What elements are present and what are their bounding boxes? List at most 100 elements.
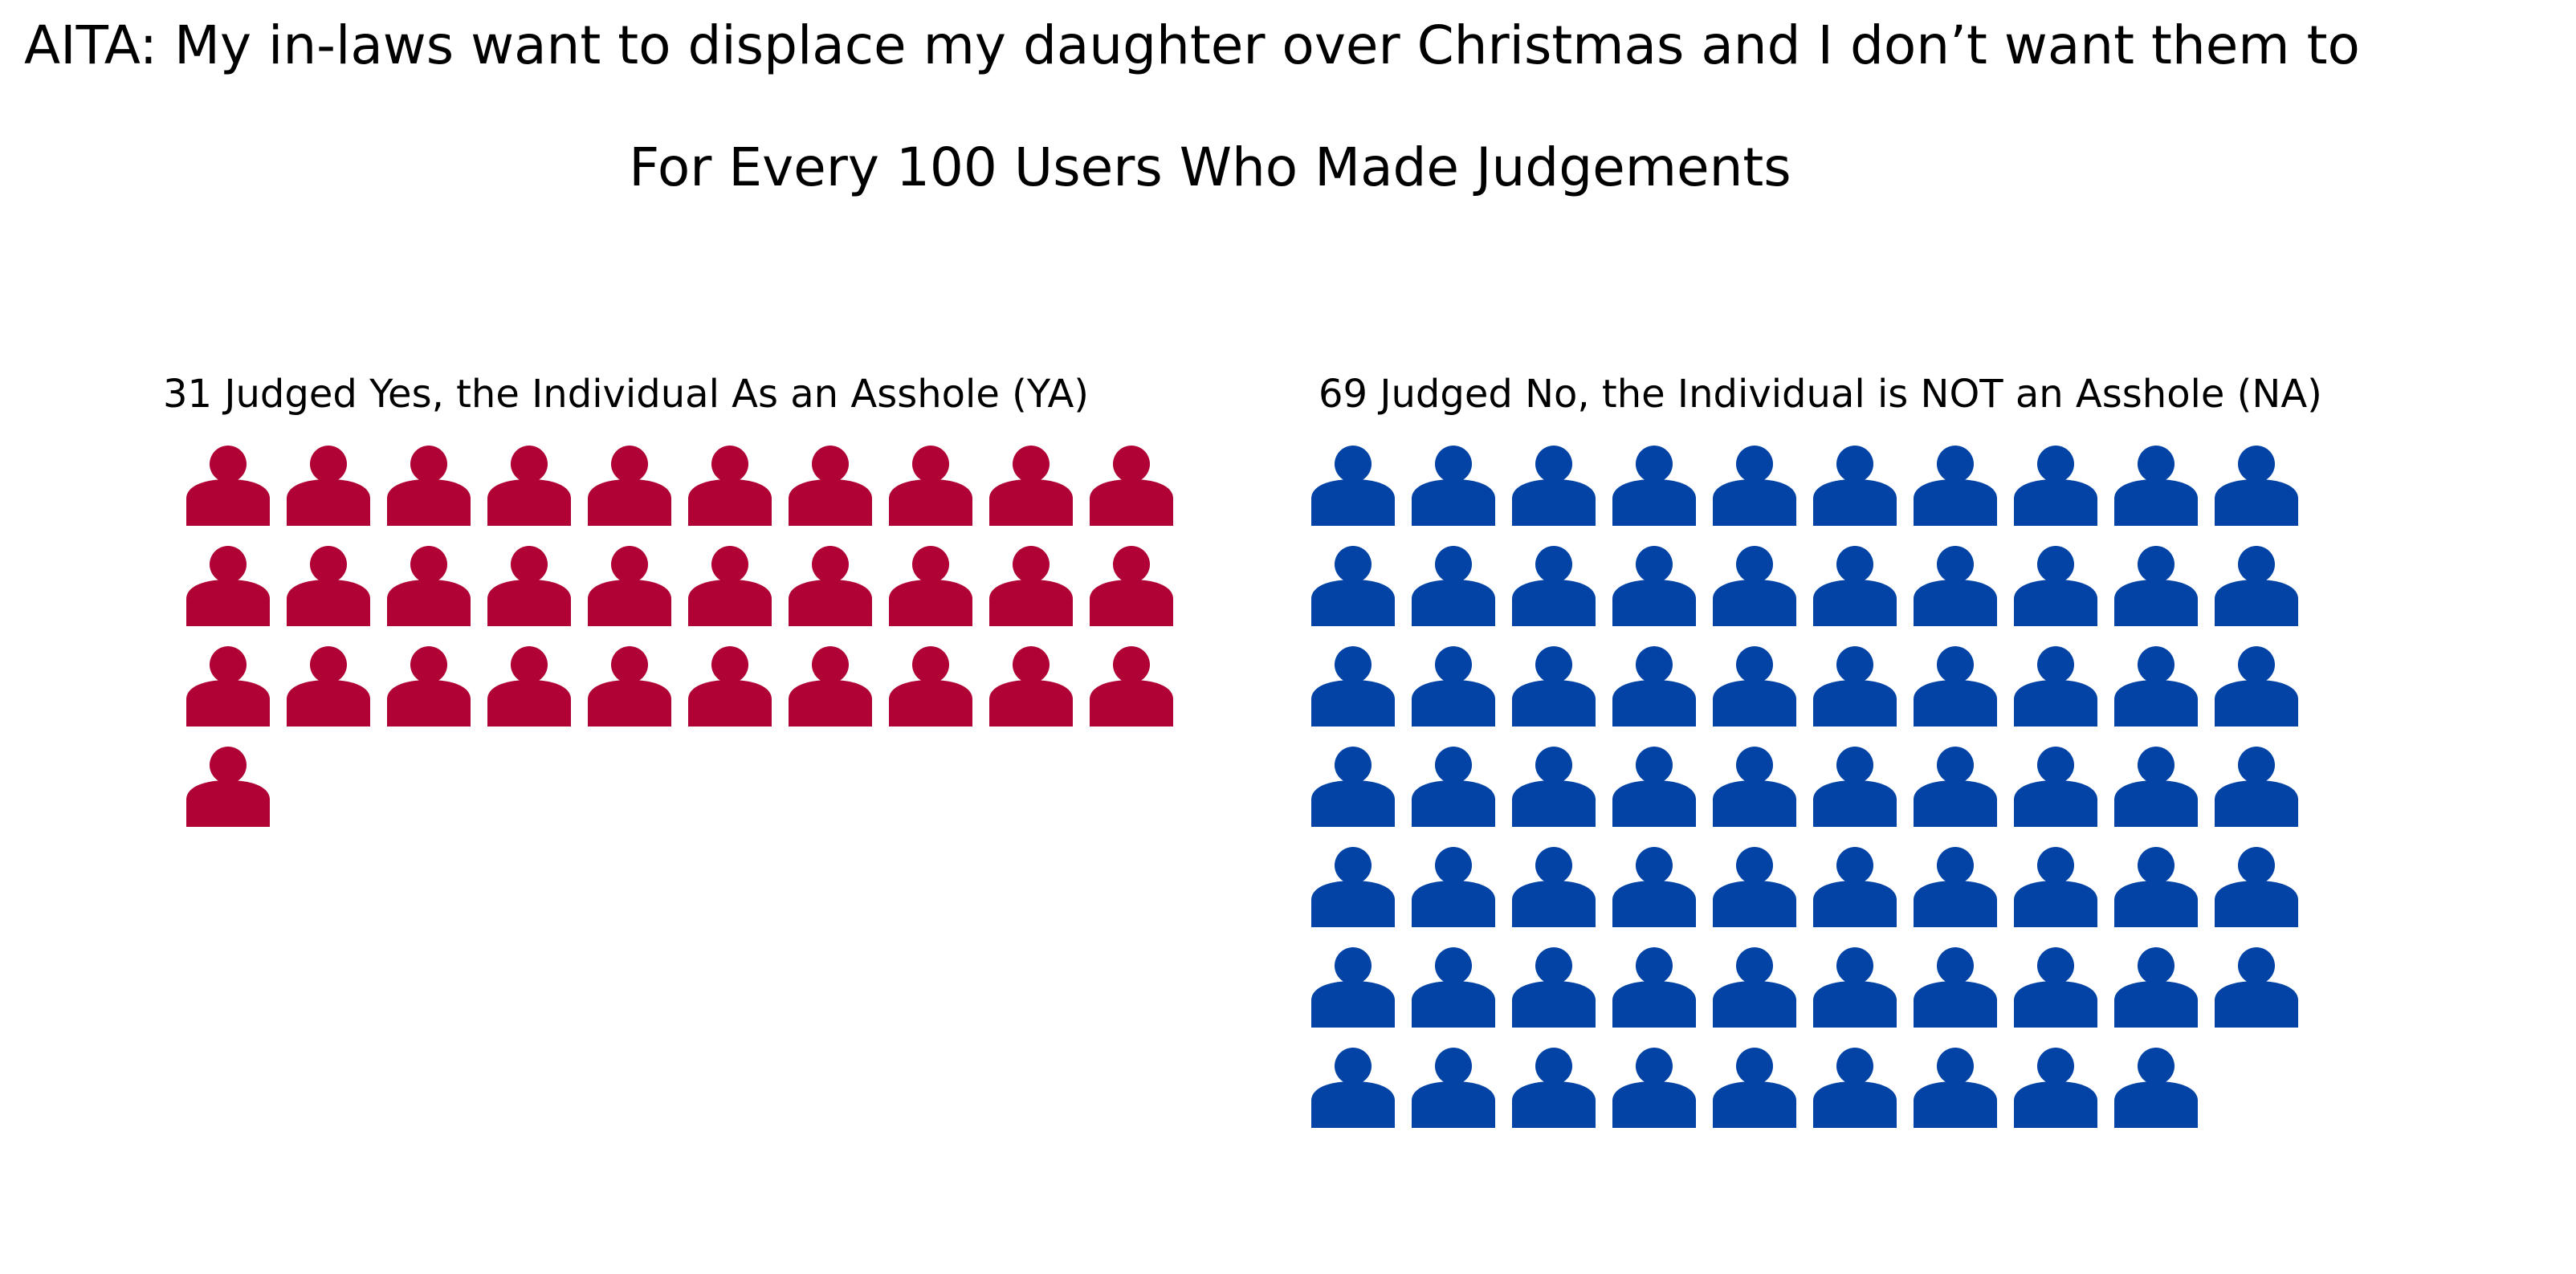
na-person-icon xyxy=(1813,446,1897,526)
na-person-icon xyxy=(2014,446,2097,526)
ya-person-icon xyxy=(1090,546,1173,626)
na-person-icon xyxy=(2014,546,2097,626)
na-person-icon xyxy=(1412,947,1495,1028)
na-person-icon xyxy=(1914,847,1997,927)
na-person-icon xyxy=(1713,847,1796,927)
ya-person-icon xyxy=(186,446,270,526)
na-person-icon xyxy=(2114,847,2198,927)
na-person-icon xyxy=(2114,747,2198,827)
na-person-icon xyxy=(1311,546,1395,626)
na-person-icon xyxy=(1612,546,1696,626)
na-person-icon xyxy=(2215,847,2298,927)
na-person-icon xyxy=(1813,546,1897,626)
ya-person-icon xyxy=(1090,646,1173,727)
ya-person-icon xyxy=(688,646,772,727)
ya-person-icon xyxy=(588,546,671,626)
na-person-icon xyxy=(1813,646,1897,727)
na-person-icon xyxy=(2014,947,2097,1028)
na-person-icon xyxy=(1412,747,1495,827)
na-person-icon xyxy=(1914,446,1997,526)
na-person-icon xyxy=(2215,446,2298,526)
ya-person-icon xyxy=(588,646,671,727)
ya-person-icon xyxy=(287,646,370,727)
ya-person-icon xyxy=(287,446,370,526)
na-person-icon xyxy=(1512,847,1596,927)
na-person-icon xyxy=(1914,747,1997,827)
na-person-icon xyxy=(1311,446,1395,526)
na-person-icon xyxy=(1914,646,1997,727)
na-person-icon xyxy=(1612,747,1696,827)
ya-person-icon xyxy=(387,446,471,526)
ya-person-icon xyxy=(186,646,270,727)
na-person-icon xyxy=(1412,446,1495,526)
na-person-icon xyxy=(1713,1048,1796,1128)
na-person-icon xyxy=(1813,847,1897,927)
na-person-icon xyxy=(1412,1048,1495,1128)
na-person-icon xyxy=(1412,546,1495,626)
ya-person-icon xyxy=(989,546,1073,626)
ya-person-icon xyxy=(588,446,671,526)
ya-person-icon xyxy=(186,747,270,827)
ya-person-icon xyxy=(487,446,571,526)
na-person-icon xyxy=(1914,546,1997,626)
ya-person-icon xyxy=(387,546,471,626)
na-person-icon xyxy=(1311,1048,1395,1128)
ya-person-icon xyxy=(487,546,571,626)
na-person-icon xyxy=(1713,646,1796,727)
na-person-icon xyxy=(2114,947,2198,1028)
ya-person-icon xyxy=(789,546,872,626)
na-person-icon xyxy=(2114,1048,2198,1128)
na-person-icon xyxy=(1512,446,1596,526)
na-person-icon xyxy=(1713,446,1796,526)
na-person-icon xyxy=(1612,1048,1696,1128)
ya-person-icon xyxy=(487,646,571,727)
ya-person-icon xyxy=(989,446,1073,526)
na-person-icon xyxy=(1813,747,1897,827)
ya-person-icon xyxy=(688,546,772,626)
na-person-icon xyxy=(1914,1048,1997,1128)
ya-person-icon xyxy=(387,646,471,727)
na-person-icon xyxy=(2114,646,2198,727)
na-person-icon xyxy=(1612,847,1696,927)
ya-person-icon xyxy=(1090,446,1173,526)
na-person-icon xyxy=(1512,546,1596,626)
na-person-icon xyxy=(1813,947,1897,1028)
ya-person-icon xyxy=(789,646,872,727)
na-person-icon xyxy=(1512,646,1596,727)
na-person-icon xyxy=(1512,1048,1596,1128)
ya-group-label: 31 Judged Yes, the Individual As an Assh… xyxy=(163,372,1090,417)
ya-person-icon xyxy=(889,446,972,526)
na-person-icon xyxy=(1612,947,1696,1028)
ya-person-icon xyxy=(889,646,972,727)
na-person-icon xyxy=(2215,947,2298,1028)
na-person-icon xyxy=(2114,446,2198,526)
na-group-label: 69 Judged No, the Individual is NOT an A… xyxy=(1319,372,2322,417)
na-person-icon xyxy=(2114,546,2198,626)
na-person-icon xyxy=(2014,847,2097,927)
na-person-icon xyxy=(1813,1048,1897,1128)
ya-person-icon xyxy=(889,546,972,626)
na-person-icon xyxy=(2215,546,2298,626)
na-person-icon xyxy=(1311,747,1395,827)
na-person-icon xyxy=(1412,847,1495,927)
na-person-icon xyxy=(1512,947,1596,1028)
na-person-icon xyxy=(1612,446,1696,526)
na-person-icon xyxy=(2014,1048,2097,1128)
na-person-icon xyxy=(2215,747,2298,827)
na-person-icon xyxy=(2014,747,2097,827)
na-person-icon xyxy=(2215,646,2298,727)
na-person-icon xyxy=(1713,947,1796,1028)
na-person-icon xyxy=(2014,646,2097,727)
chart-title: AITA: My in-laws want to displace my dau… xyxy=(24,14,2360,76)
na-person-icon xyxy=(1311,646,1395,727)
na-person-icon xyxy=(1914,947,1997,1028)
na-person-icon xyxy=(1713,546,1796,626)
na-person-icon xyxy=(1713,747,1796,827)
chart-subtitle: For Every 100 Users Who Made Judgements xyxy=(629,136,1791,198)
ya-person-icon xyxy=(186,546,270,626)
ya-person-icon xyxy=(789,446,872,526)
ya-person-icon xyxy=(287,546,370,626)
na-person-icon xyxy=(1612,646,1696,727)
ya-person-icon xyxy=(989,646,1073,727)
